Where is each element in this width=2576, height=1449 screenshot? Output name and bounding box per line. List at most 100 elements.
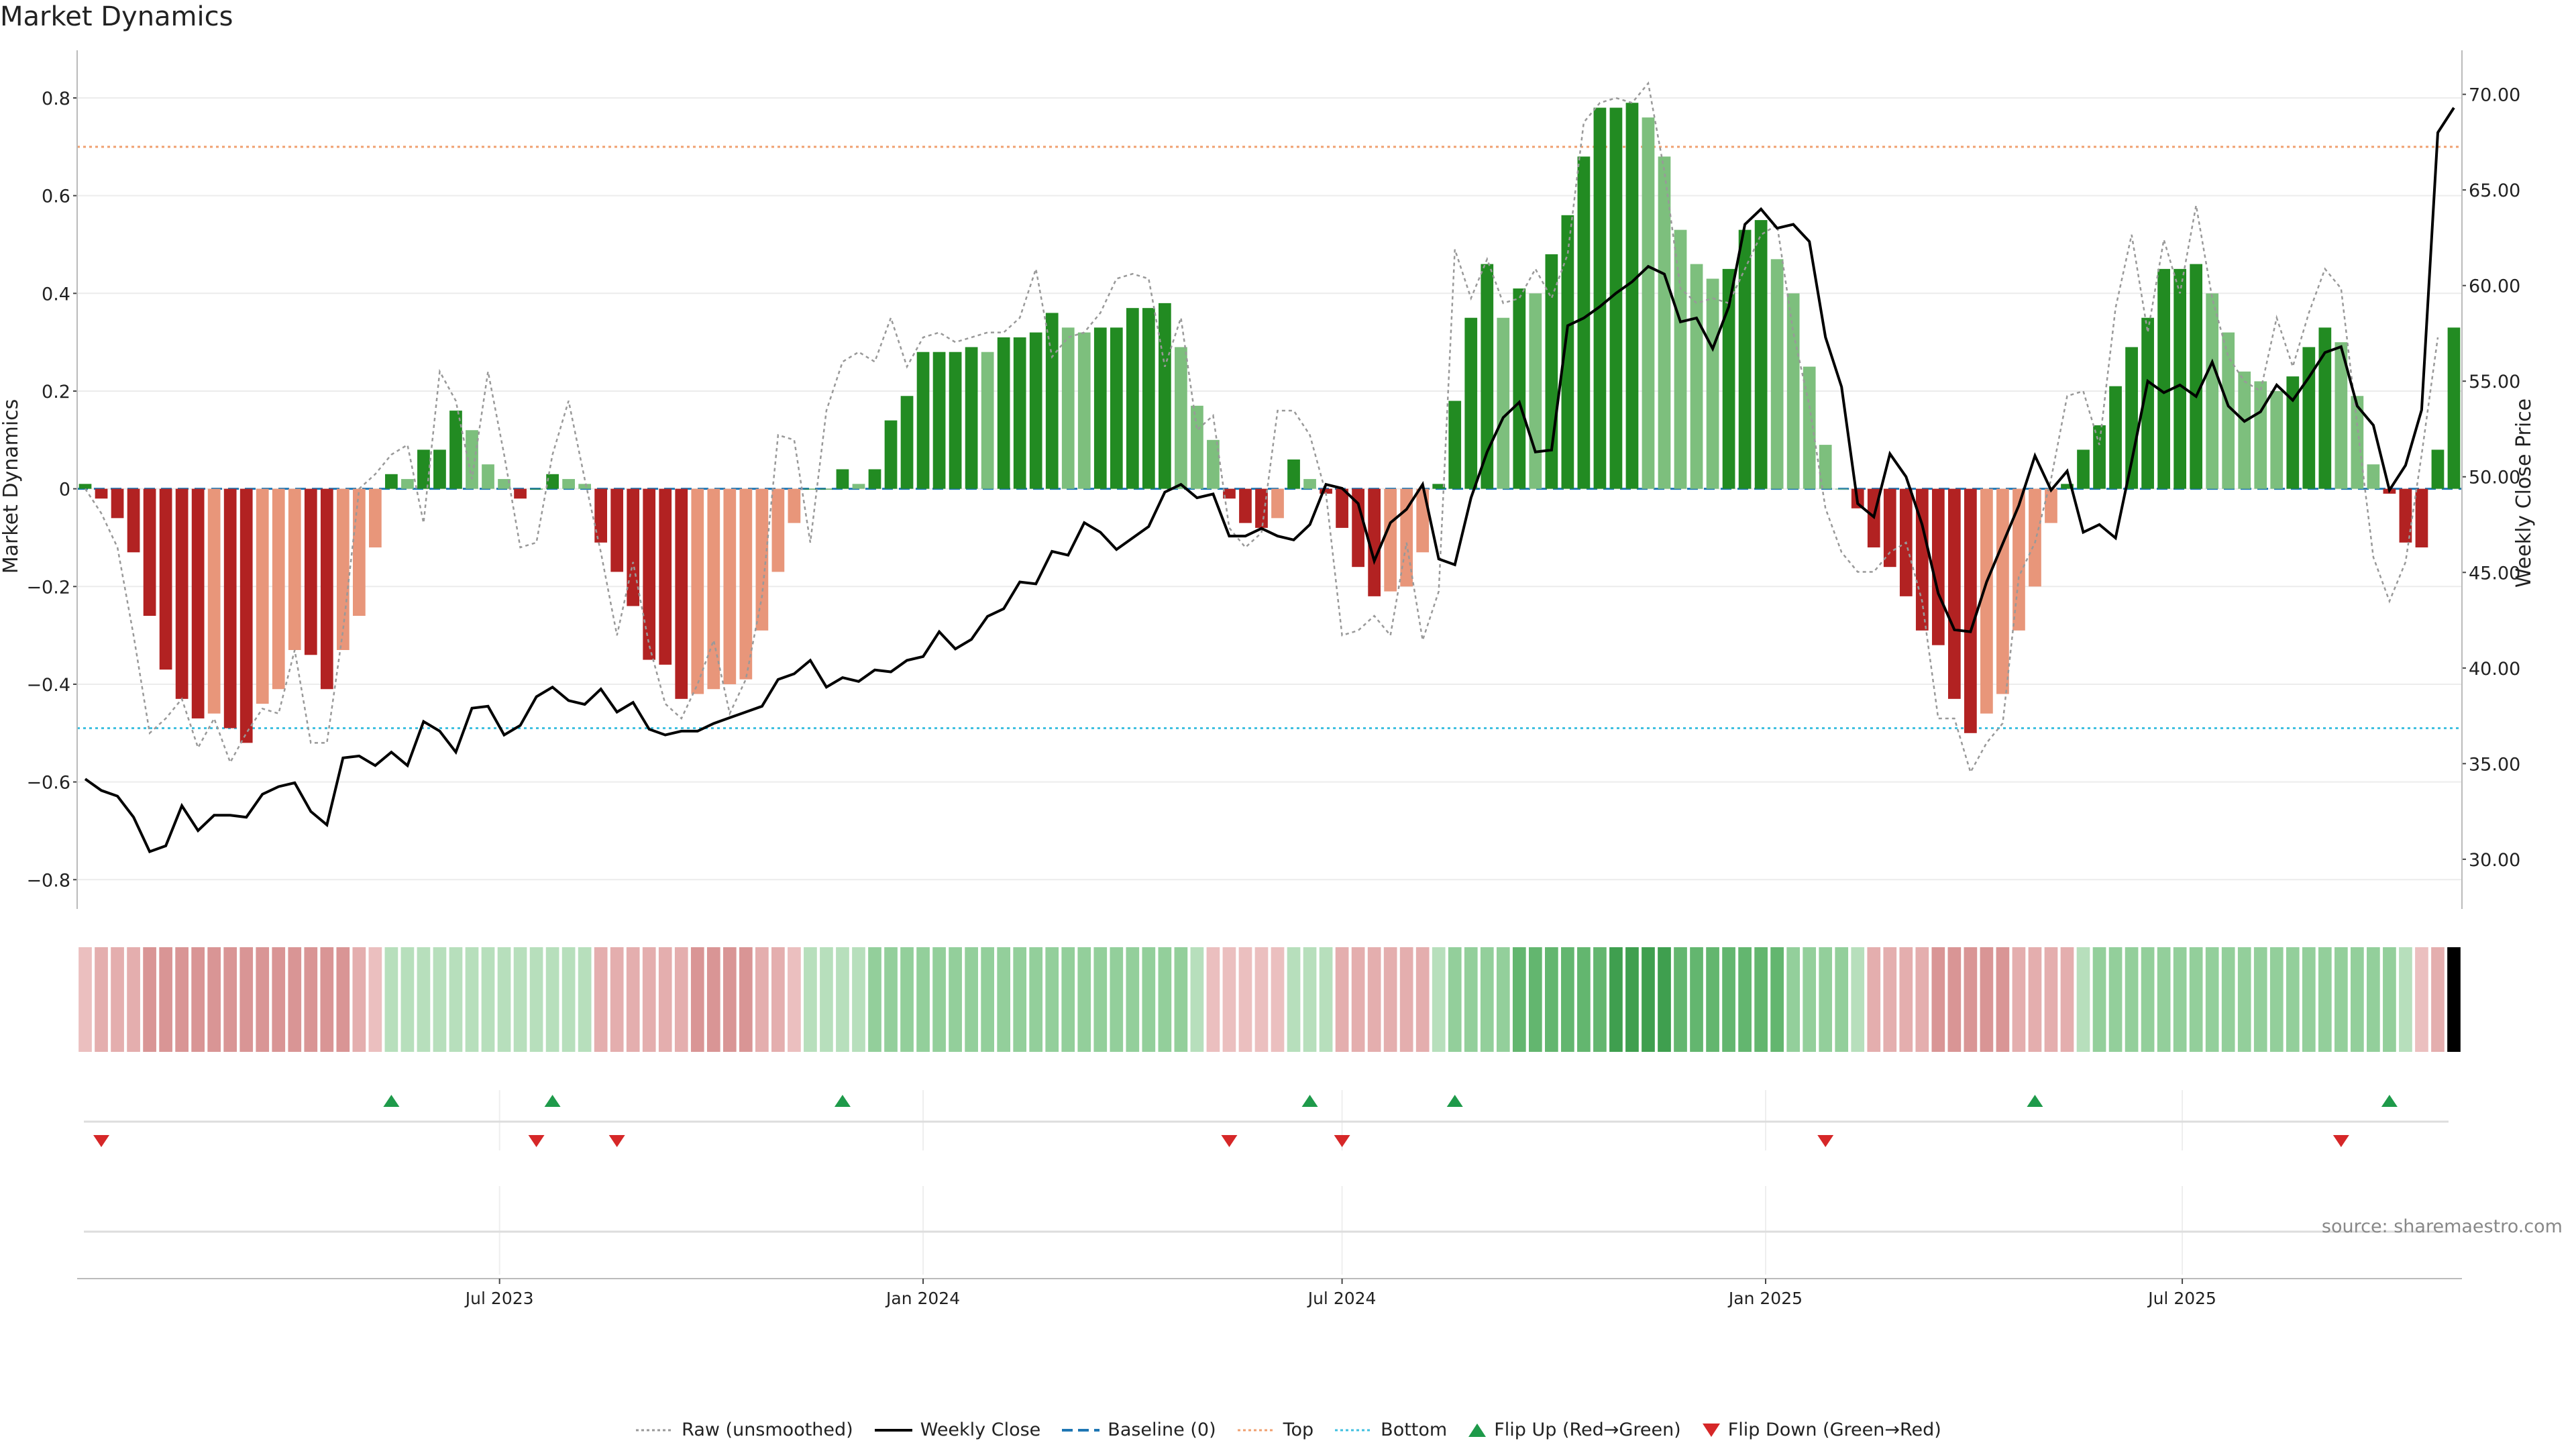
- momentum-bar: [207, 488, 221, 714]
- momentum-bar: [1448, 400, 1462, 489]
- momentum-bar: [1061, 327, 1075, 489]
- regime-cell: [545, 947, 559, 1052]
- regime-cell: [2012, 947, 2026, 1052]
- momentum-bar: [1819, 445, 1832, 489]
- regime-cell: [111, 947, 124, 1052]
- legend-label: Flip Up (Red→Green): [1494, 1419, 1681, 1440]
- regime-cell: [2302, 947, 2316, 1052]
- legend-label: Flip Down (Green→Red): [1727, 1419, 1941, 1440]
- regime-cell: [1786, 947, 1801, 1052]
- regime-cell: [2125, 947, 2139, 1052]
- momentum-bar: [2174, 268, 2187, 489]
- regime-cell: [449, 947, 463, 1052]
- y-left-tick-label: 0.4: [42, 284, 70, 305]
- regime-cell: [1883, 947, 1897, 1052]
- regime-cell: [223, 947, 237, 1052]
- regime-cell: [2318, 947, 2332, 1052]
- regime-cell: [1512, 947, 1526, 1052]
- flip-down-marker: [93, 1135, 110, 1147]
- momentum-bar: [1336, 488, 1348, 528]
- y-left-tick-label: −0.8: [26, 870, 70, 891]
- regime-cell: [1013, 947, 1027, 1052]
- regime-cell: [1464, 947, 1478, 1052]
- momentum-bar: [852, 484, 865, 489]
- momentum-bar: [1625, 103, 1639, 489]
- momentum-bar: [610, 488, 624, 572]
- regime-cell: [2269, 947, 2284, 1052]
- momentum-bar: [804, 488, 817, 490]
- red-down-triangle-icon: [1702, 1423, 1720, 1437]
- momentum-bar: [1287, 459, 1300, 489]
- x-axis: Jul 2023 Jan 2024 Jul 2024 Jan 2025 Jul 2025: [77, 1278, 2462, 1308]
- regime-cell: [820, 947, 833, 1052]
- momentum-bar: [143, 488, 156, 616]
- regime-cell: [1803, 947, 1817, 1052]
- y-left-tick-label: −0.2: [26, 577, 70, 598]
- regime-cell: [78, 947, 92, 1052]
- regime-cell: [239, 947, 254, 1052]
- regime-cell: [2076, 947, 2090, 1052]
- regime-cell: [433, 947, 447, 1052]
- regime-cell: [400, 947, 415, 1052]
- regime-cell: [1029, 947, 1043, 1052]
- legend-item-top: Top: [1236, 1419, 1313, 1440]
- regime-cell: [127, 947, 140, 1052]
- dotted-cyan-line-icon: [1335, 1429, 1373, 1431]
- momentum-bar: [1239, 488, 1252, 523]
- regime-cell: [191, 947, 205, 1052]
- momentum-bar: [1883, 488, 1896, 568]
- momentum-bar: [482, 464, 494, 489]
- momentum-bar: [2045, 488, 2057, 523]
- regime-cell: [610, 947, 624, 1052]
- momentum-bar: [1481, 264, 1494, 489]
- regime-cell: [1899, 947, 1913, 1052]
- y-right-tick-label: 55.00: [2469, 372, 2520, 392]
- momentum-bar: [78, 484, 92, 489]
- regime-cell: [2431, 947, 2445, 1052]
- momentum-bar: [1207, 439, 1220, 489]
- y-right-tick-label: 45.00: [2469, 563, 2520, 584]
- regime-cell: [1448, 947, 1462, 1052]
- momentum-bar: [2238, 371, 2251, 489]
- regime-cell: [1061, 947, 1075, 1052]
- momentum-bar: [288, 488, 301, 650]
- regime-cell: [852, 947, 865, 1052]
- flip-down-marker: [528, 1135, 545, 1147]
- momentum-bar: [578, 484, 592, 489]
- momentum-bar: [1561, 215, 1574, 489]
- momentum-bar: [1093, 327, 1107, 489]
- regime-cell: [626, 947, 640, 1052]
- dotted-orange-line-icon: [1237, 1429, 1275, 1431]
- flip-up-marker: [383, 1095, 400, 1107]
- momentum-bar: [884, 420, 898, 489]
- momentum-bar: [2351, 396, 2364, 489]
- momentum-bar: [2447, 327, 2461, 489]
- regime-cell: [1625, 947, 1639, 1052]
- momentum-bar: [1754, 220, 1768, 489]
- x-tick-label: Jul 2024: [1307, 1289, 1377, 1308]
- flip-up-marker: [834, 1095, 851, 1107]
- legend-label: Weekly Close: [920, 1419, 1041, 1440]
- regime-cell: [1947, 947, 1962, 1052]
- momentum-bar: [2206, 293, 2219, 489]
- regime-cell: [1754, 947, 1768, 1052]
- momentum-bar: [2318, 327, 2332, 489]
- regime-cell: [2141, 947, 2155, 1052]
- momentum-bar: [1706, 278, 1719, 489]
- momentum-bar: [1110, 327, 1123, 489]
- regime-cell: [1931, 947, 1945, 1052]
- regime-cell: [739, 947, 753, 1052]
- momentum-bar: [2061, 484, 2074, 489]
- dotted-gray-line-icon: [636, 1429, 674, 1431]
- momentum-bar: [320, 488, 333, 690]
- regime-cell: [997, 947, 1011, 1052]
- green-up-triangle-icon: [1468, 1423, 1487, 1437]
- regime-cell: [2060, 947, 2074, 1052]
- y-right-tick-label: 35.00: [2469, 754, 2520, 775]
- momentum-bar: [2286, 376, 2300, 489]
- y-left-tick-label: 0.2: [42, 382, 70, 402]
- momentum-bar: [336, 488, 350, 650]
- regime-cell: [368, 947, 382, 1052]
- regime-cell: [143, 947, 156, 1052]
- regime-cell: [722, 947, 737, 1052]
